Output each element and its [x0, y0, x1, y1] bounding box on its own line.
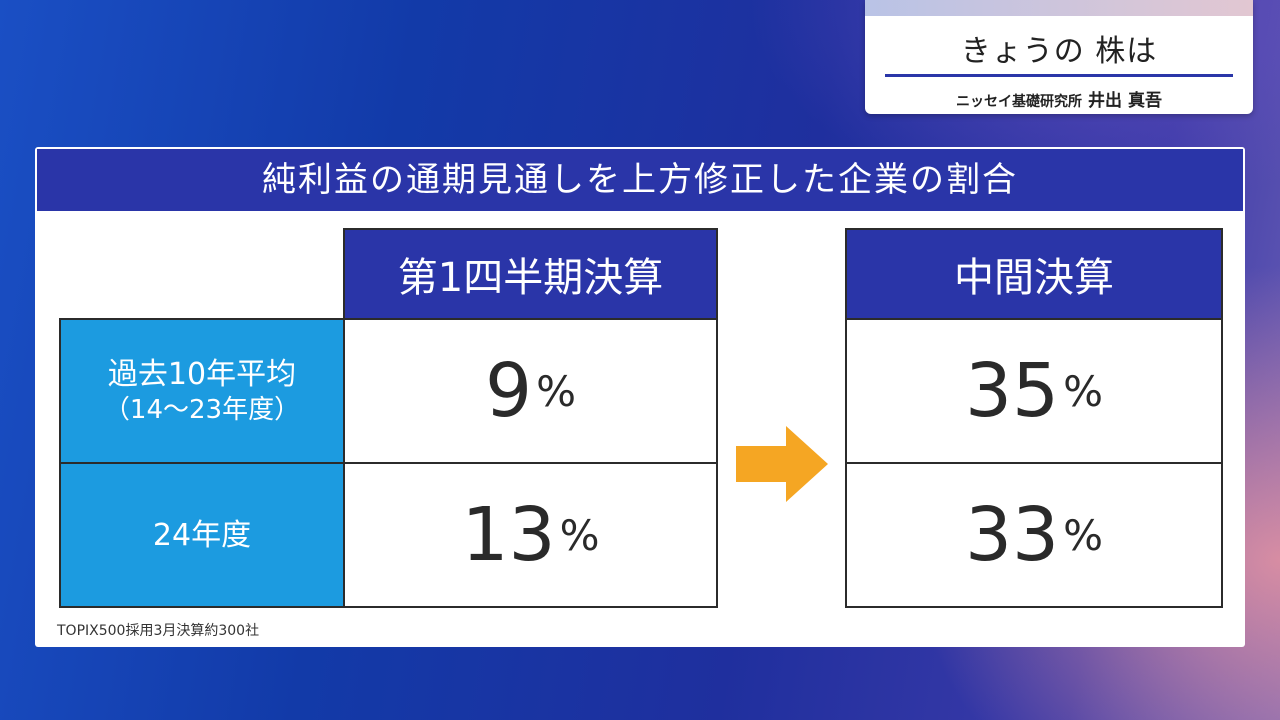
value-number: 9 [484, 348, 533, 434]
ticker-title: きょうの 株は [960, 34, 1158, 69]
column-header-q1: 第1四半期決算 [343, 228, 718, 320]
row-header-fy24: 24年度 [59, 462, 345, 608]
row-header-10yr-avg: 過去10年平均 （14〜23年度） [59, 318, 345, 464]
ticker-subtitle: ニッセイ基礎研究所 井出 真吾 [865, 86, 1253, 111]
ticker-person: 井出 真吾 [1088, 91, 1162, 111]
value-interim-fy24: 33% [845, 462, 1223, 608]
source-note: TOPIX500採用3月決算約300社 [57, 623, 260, 639]
value-number: 33 [964, 492, 1060, 578]
ticker-rule [885, 74, 1233, 77]
column-header-interim: 中間決算 [845, 228, 1223, 320]
ticker-org: ニッセイ基礎研究所 [956, 94, 1083, 110]
value-q1-fy24: 13% [343, 462, 718, 608]
value-unit: % [536, 366, 576, 416]
value-unit: % [559, 510, 600, 560]
arrow-right-icon [736, 426, 828, 502]
row-label-line1: 過去10年平均 [107, 356, 297, 392]
card-title: 純利益の通期見通しを上方修正した企業の割合 [37, 149, 1243, 211]
value-interim-10yr-avg: 35% [845, 318, 1223, 464]
row-label-line2: （14〜23年度） [103, 394, 301, 425]
value-unit: % [1063, 366, 1104, 416]
program-ticker: きょうの 株は ニッセイ基礎研究所 井出 真吾 [865, 0, 1253, 114]
value-unit: % [1063, 510, 1104, 560]
value-number: 13 [461, 492, 556, 578]
ticker-topbar [865, 0, 1253, 16]
row-label-line1: 24年度 [152, 517, 252, 553]
value-q1-10yr-avg: 9% [343, 318, 718, 464]
info-card: 純利益の通期見通しを上方修正した企業の割合 第1四半期決算 中間決算 過去10年… [35, 147, 1245, 647]
value-number: 35 [964, 348, 1060, 434]
